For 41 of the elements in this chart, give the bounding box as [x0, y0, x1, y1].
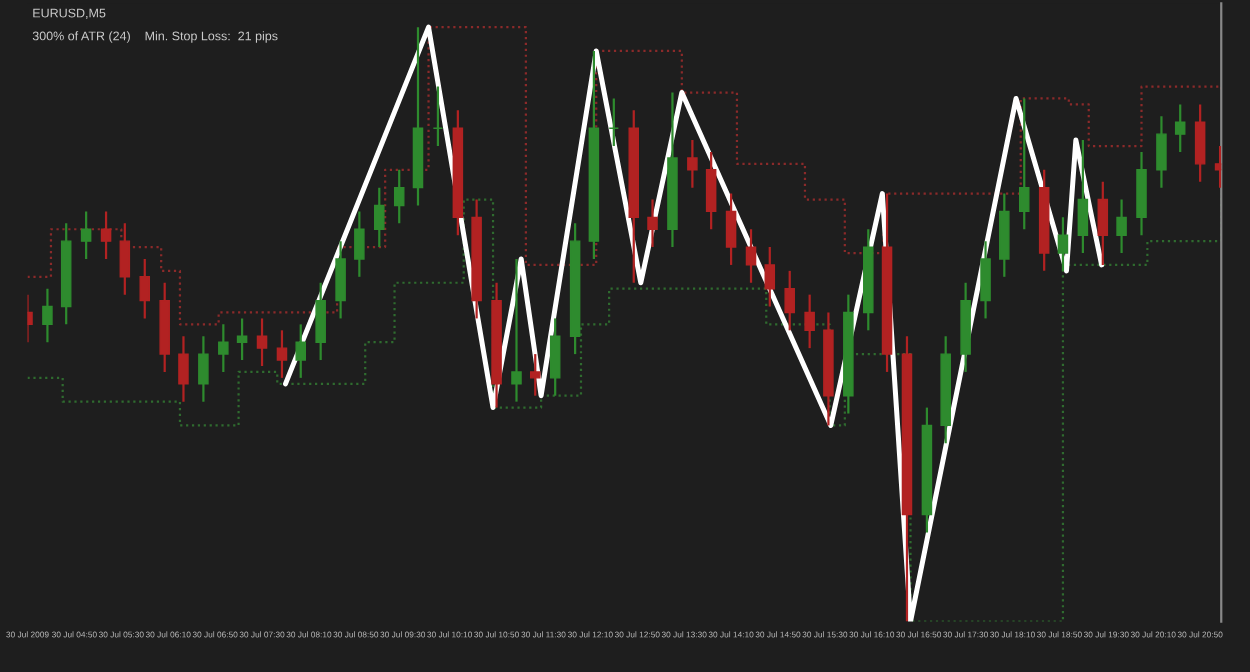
candlestick	[295, 323, 306, 379]
candlestick	[1057, 216, 1069, 272]
candlestick	[393, 168, 405, 225]
candlestick	[218, 323, 229, 374]
candlestick	[1156, 115, 1167, 189]
candlestick	[256, 317, 268, 368]
candlestick	[1018, 97, 1030, 231]
candlestick	[276, 329, 288, 379]
candlestick	[529, 352, 541, 397]
candlestick	[784, 269, 795, 332]
candlestick	[178, 335, 189, 403]
candlestick	[980, 240, 991, 320]
candlestick	[764, 245, 776, 308]
candlestick	[374, 186, 385, 249]
candlestick	[1116, 198, 1127, 255]
candlestick	[335, 240, 346, 320]
candlestick	[705, 150, 717, 231]
candlestick	[999, 192, 1010, 278]
candlestick	[608, 97, 620, 148]
candlestick	[1136, 150, 1147, 237]
candlestick	[1194, 103, 1206, 183]
candlestick	[725, 192, 737, 267]
candlestick	[647, 198, 658, 249]
candlestick	[119, 222, 131, 296]
candlestick	[236, 317, 248, 362]
candlestick	[432, 85, 444, 148]
candlestick	[100, 210, 112, 261]
candlestick	[139, 257, 151, 320]
candlestick	[511, 257, 522, 403]
candlestick	[80, 210, 92, 261]
candlestick	[198, 335, 209, 403]
candlestick	[687, 138, 698, 189]
candlestick	[1174, 103, 1186, 154]
candlestick	[1077, 138, 1089, 255]
candlestick	[745, 228, 757, 284]
candlestick	[1097, 180, 1109, 267]
candlestick	[354, 210, 365, 278]
candlestick	[42, 287, 53, 344]
candlestick	[804, 293, 815, 350]
candlestick	[549, 317, 561, 397]
candlestick	[315, 281, 326, 362]
